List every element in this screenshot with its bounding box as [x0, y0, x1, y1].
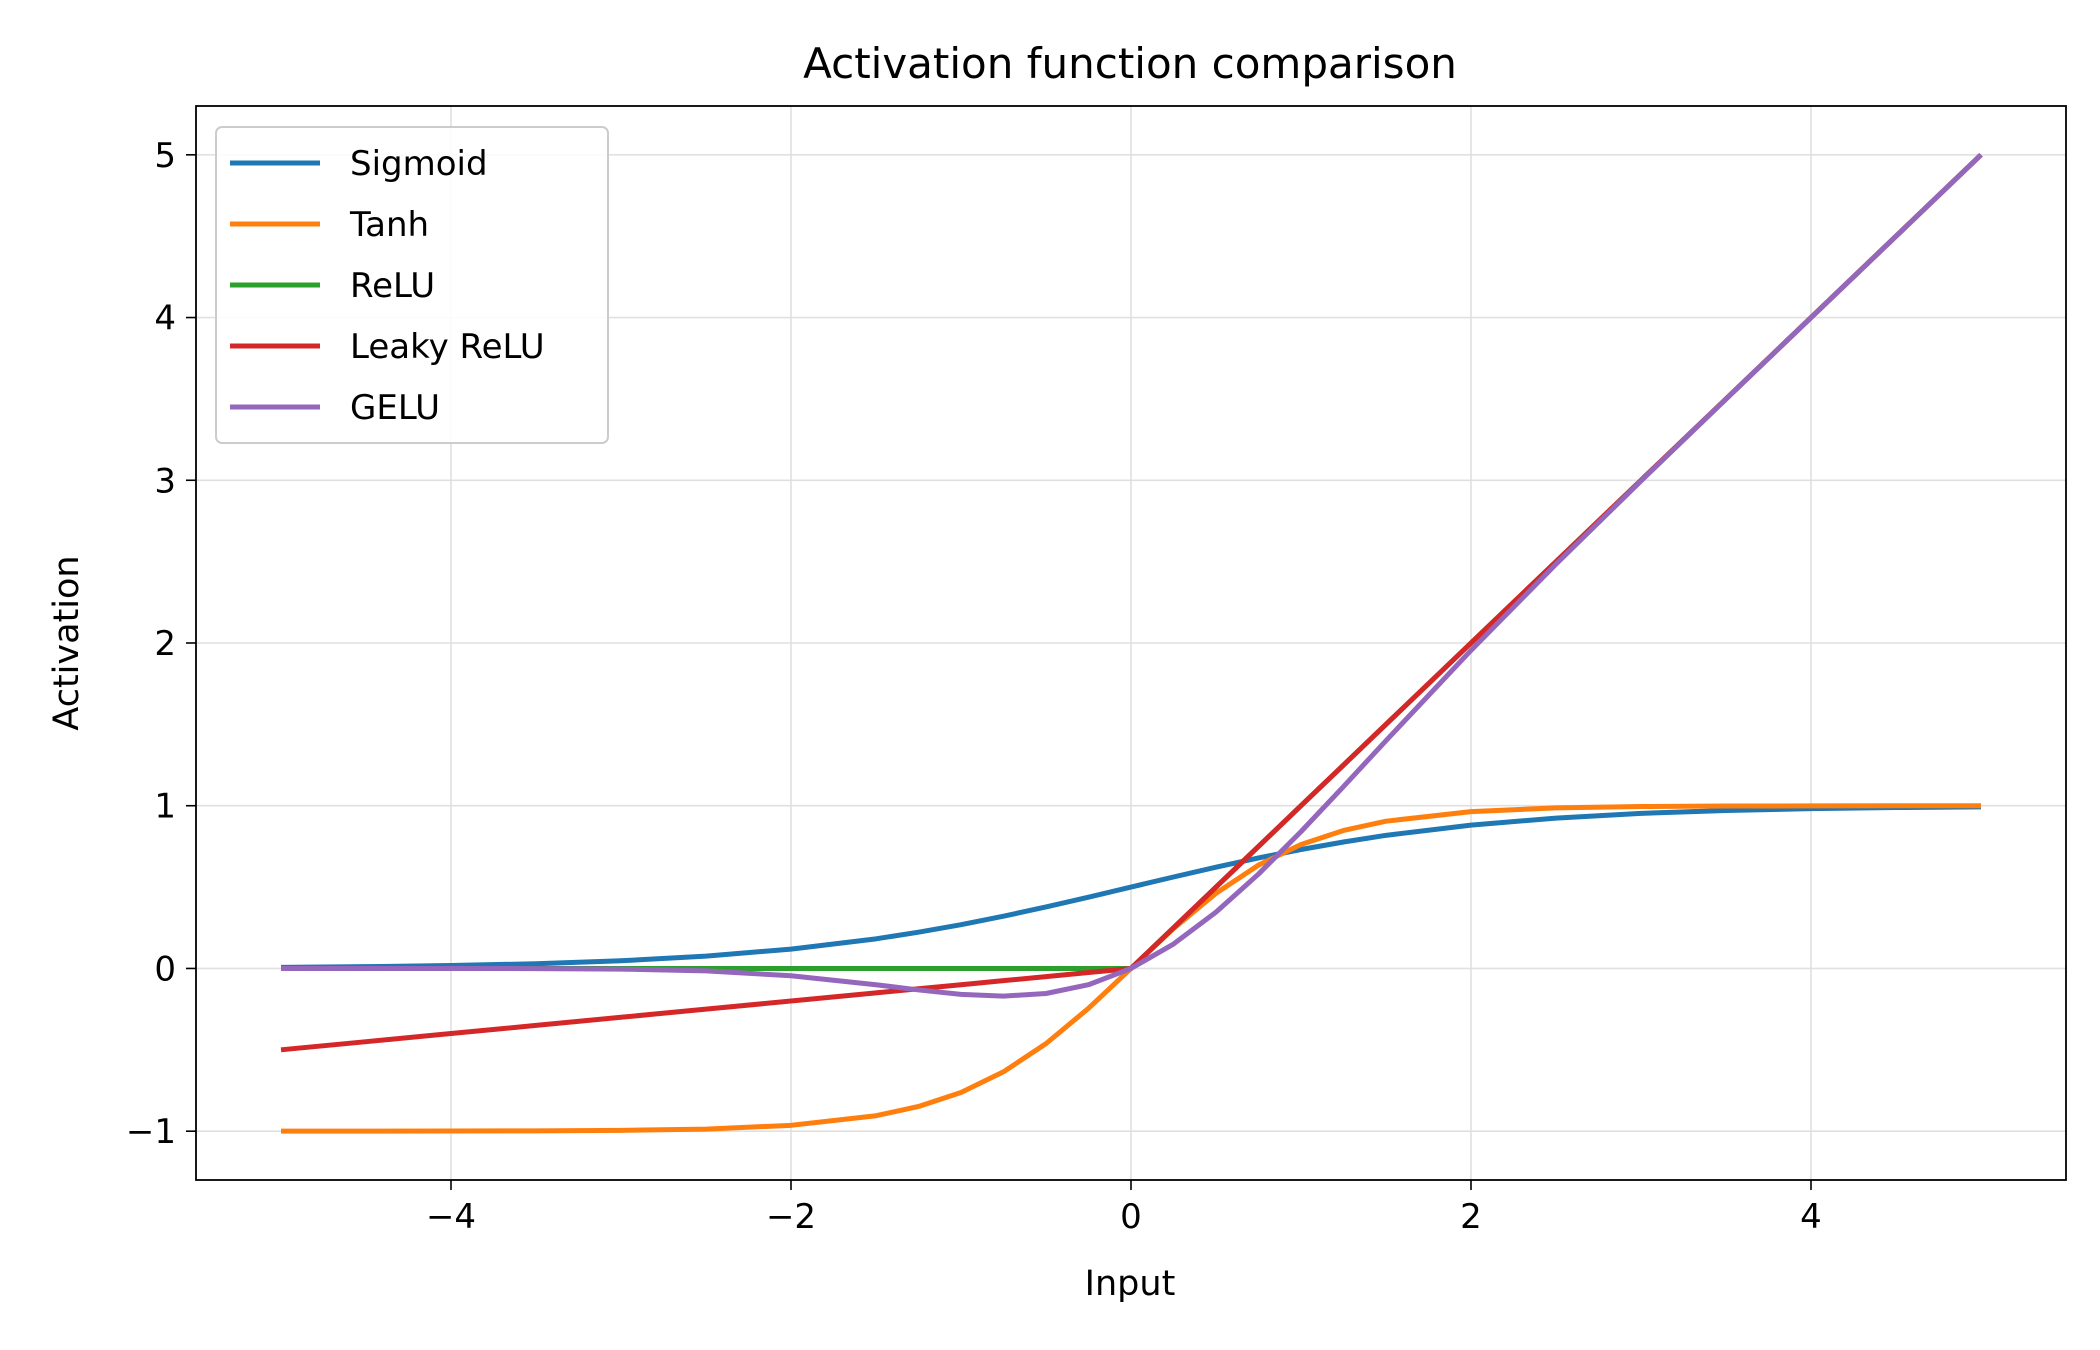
y-tick-label: 5: [154, 136, 176, 176]
y-tick-label: 4: [154, 299, 176, 339]
x-tick-label: 4: [1800, 1197, 1822, 1237]
y-tick-label: 2: [154, 624, 176, 664]
legend: Sigmoid Tanh ReLU Leaky ReLU GELU: [215, 126, 609, 444]
legend-label: GELU: [350, 388, 440, 428]
legend-label: Sigmoid: [350, 144, 488, 184]
x-axis-label: Input: [1085, 1264, 1176, 1304]
axis-ticks: −4 −2 0 2 4 −1 0 1 2 3 4 5: [126, 136, 1822, 1237]
y-axis-label: Activation: [47, 555, 87, 730]
legend-label: Leaky ReLU: [350, 327, 545, 367]
legend-label: Tanh: [349, 205, 429, 245]
y-tick-label: 0: [154, 949, 176, 989]
x-tick-label: −2: [766, 1197, 816, 1237]
y-tick-label: −1: [126, 1112, 176, 1152]
y-tick-label: 3: [154, 461, 176, 501]
plot-lines: [280, 153, 1983, 1134]
chart-title: Activation function comparison: [803, 39, 1457, 88]
x-tick-label: −4: [426, 1197, 476, 1237]
x-tick-label: 0: [1120, 1197, 1142, 1237]
legend-box: [215, 126, 609, 444]
series-line-sigmoid: [280, 804, 1982, 970]
series-line-gelu: [281, 153, 1983, 999]
y-tick-label: 1: [154, 787, 176, 827]
legend-label: ReLU: [350, 266, 435, 306]
x-tick-label: 2: [1460, 1197, 1482, 1237]
